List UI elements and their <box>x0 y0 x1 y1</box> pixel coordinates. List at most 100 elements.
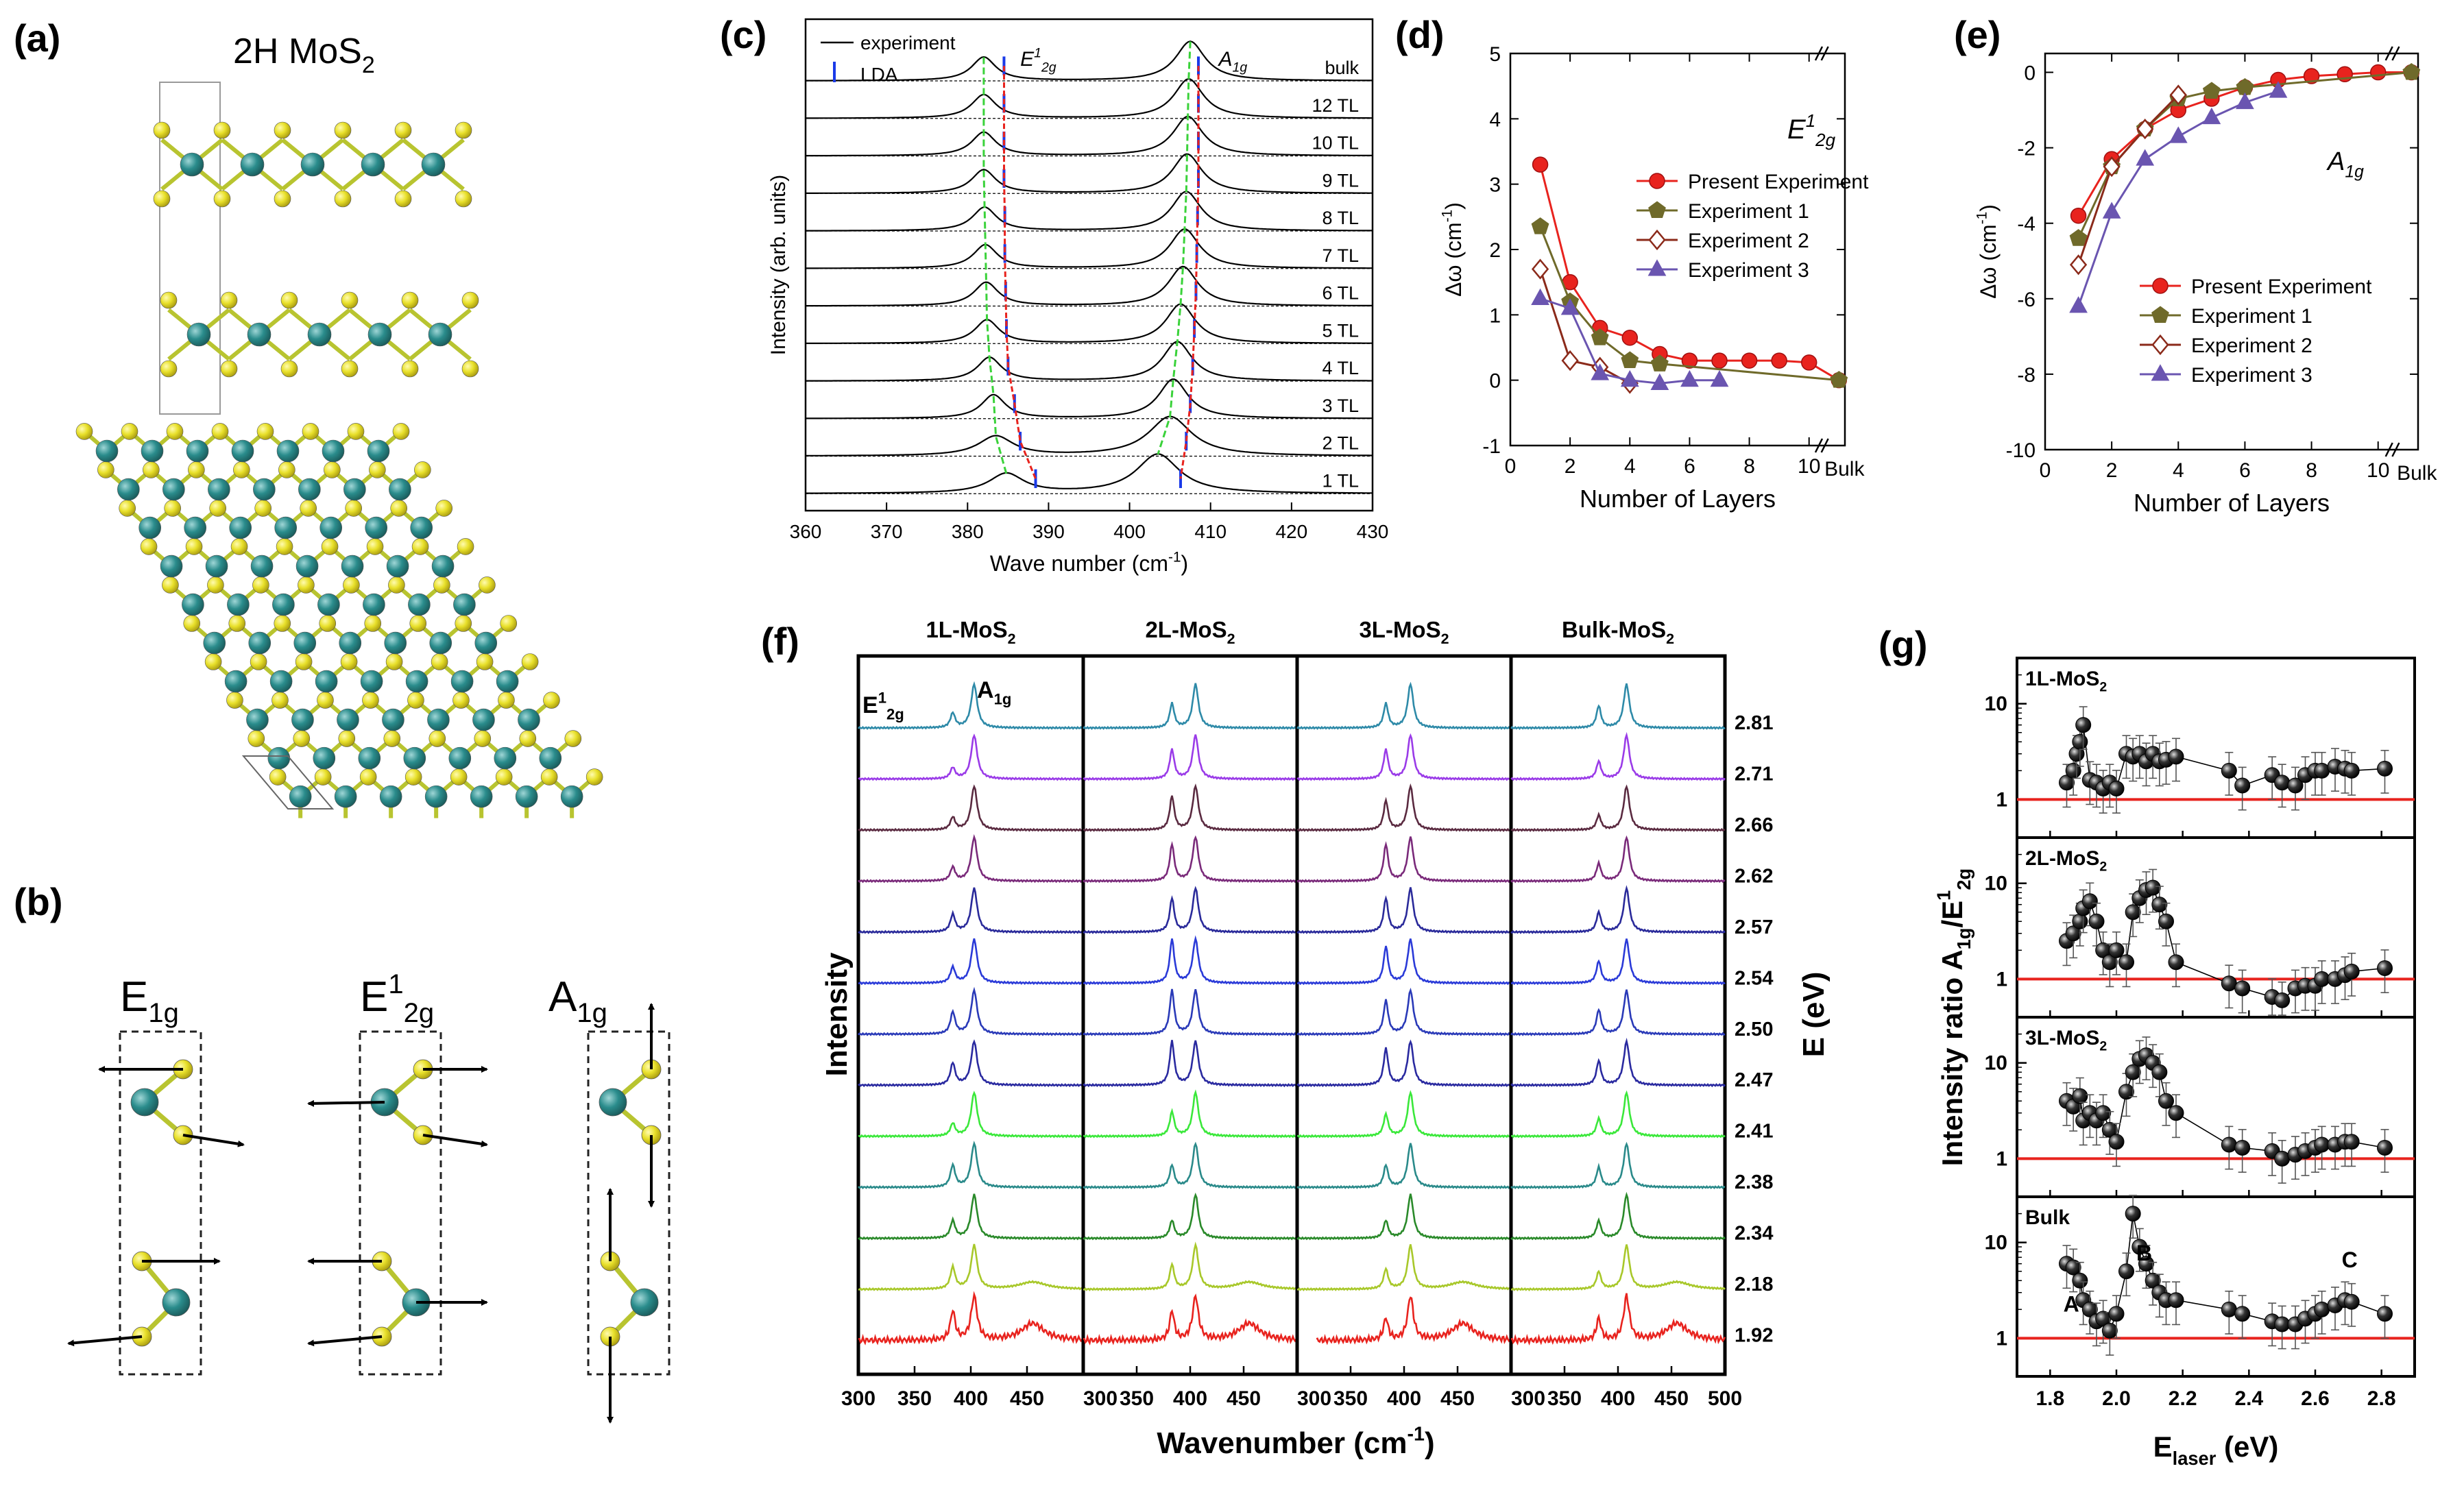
y-tick-label: 10 <box>1985 693 2007 716</box>
x-tick-label: 400 <box>954 1387 988 1410</box>
panel-e-plot: 0 2 4 6 8 10 Bulk -10 -8 -6 -4 -2 0 Number of Layers Δ… <box>1974 46 2437 517</box>
mo-atom <box>410 516 433 539</box>
s-atom <box>366 538 384 555</box>
data-point <box>2303 68 2320 84</box>
x-tick-label: 370 <box>871 521 903 542</box>
x-tick-label: 6 <box>1684 455 1695 478</box>
panel-title: A1g <box>2326 147 2364 182</box>
legend-marker <box>2151 306 2169 323</box>
peak-label-a1g: A1g <box>977 677 1011 708</box>
legend-label: Present Experiment <box>2191 276 2372 298</box>
legend-marker <box>1648 229 1666 251</box>
mo-atom <box>247 322 271 347</box>
s-atom <box>269 768 287 786</box>
spectrum-2.54 <box>1510 938 1726 986</box>
annotation-B: B <box>2136 1241 2152 1265</box>
s-atom <box>185 538 203 555</box>
x-tick-label: 350 <box>1333 1387 1368 1410</box>
s-atom <box>452 692 470 709</box>
data-point <box>1710 369 1729 387</box>
s-atom <box>162 576 179 594</box>
panel-c-frame <box>804 18 1374 512</box>
data-point <box>2072 1088 2088 1104</box>
s-atom <box>495 768 513 786</box>
displacement-arrow <box>67 1335 143 1347</box>
data-point <box>2065 1259 2081 1276</box>
mo-atom <box>313 746 336 770</box>
layer-label: 2 TL <box>1322 433 1359 454</box>
y-axis-label: Intensity <box>820 952 854 1076</box>
side-view-layer-1 <box>153 121 472 208</box>
mo-atom <box>250 555 274 578</box>
spectrum-2.71 <box>1296 733 1512 781</box>
mo-atom <box>315 670 338 693</box>
spectrum-1-TL <box>806 453 1373 494</box>
data-point <box>2072 1272 2088 1289</box>
spectrum-2.62 <box>1510 835 1726 884</box>
mo-atom <box>337 708 359 731</box>
x-tick-label: 10 <box>1798 455 1820 478</box>
mo-atom <box>382 708 404 731</box>
data-point <box>1650 354 1669 372</box>
data-point <box>2377 760 2393 777</box>
a1g-guide-exp <box>1157 41 1192 455</box>
energy-label: 2.71 <box>1735 763 1773 785</box>
panel-f-label: (f) <box>761 620 799 663</box>
data-point <box>2168 748 2184 765</box>
s-atom <box>543 692 560 709</box>
ePlot-frame <box>2044 52 2419 451</box>
s-atom <box>293 730 311 747</box>
energy-label: 2.62 <box>1735 865 1773 887</box>
series-line-2 <box>1539 269 1631 385</box>
s-atom <box>233 461 250 478</box>
mo-atom <box>291 708 314 731</box>
mode-e12g-label: E12g <box>360 969 434 1028</box>
x-tick-label: 400 <box>1601 1387 1635 1410</box>
energy-label: 2.41 <box>1735 1121 1773 1143</box>
mo-atom <box>300 152 325 177</box>
subpanel-frame <box>1295 654 1513 1376</box>
s-atom <box>121 423 138 440</box>
mo-atom <box>384 631 407 655</box>
s-atom <box>407 692 424 709</box>
s-atom <box>461 291 479 309</box>
s-atom <box>300 500 317 517</box>
data-point <box>2221 762 2237 779</box>
y-tick-label: 0 <box>1489 370 1501 393</box>
mo-atom <box>403 746 426 770</box>
data-point <box>2221 1136 2237 1153</box>
legend-marker <box>2152 278 2169 294</box>
mo-atom <box>386 555 409 578</box>
x-tick-label: 500 <box>1708 1387 1742 1410</box>
mode-cell-box <box>359 1030 442 1376</box>
data-point <box>2377 960 2393 976</box>
panel-e-a1g-shift: (e) 0 2 4 6 8 10 Bulk -10 -8 -6 -4 -2 0 Number of Lay… <box>1954 13 2437 517</box>
s-atom <box>295 653 313 670</box>
spectrum-2.38 <box>1510 1141 1726 1190</box>
data-point <box>2151 897 2168 913</box>
legend-marker <box>2151 334 2169 356</box>
mode-a1g-label: A1g <box>548 973 607 1028</box>
peak-label-a1g: A1g <box>1218 48 1248 75</box>
x-tick-label: 300 <box>1083 1387 1118 1410</box>
x-tick-label: 410 <box>1194 521 1227 542</box>
s-atom <box>341 360 359 378</box>
s-atom <box>226 692 243 709</box>
panel-a-label: (a) <box>14 16 60 60</box>
spectrum-2.18 <box>1511 1244 1726 1291</box>
x-tick-label: 300 <box>1511 1387 1545 1410</box>
s-atom <box>359 768 377 786</box>
s-atom <box>476 653 494 670</box>
energy-label: 2.66 <box>1735 814 1773 836</box>
s-atom <box>455 121 472 139</box>
s-atom <box>435 500 453 517</box>
mo-atom <box>515 785 538 808</box>
x-tick-label: 350 <box>897 1387 932 1410</box>
s-atom <box>334 190 352 208</box>
panel-c-raman-spectra-layers: (c) 360 370 380 390 400 410 420 430 Wave number … <box>720 13 1388 576</box>
mo-atom <box>138 516 161 539</box>
energy-label: 2.34 <box>1735 1223 1773 1245</box>
spectrum-6-TL <box>806 265 1373 307</box>
energy-label: 2.47 <box>1735 1069 1773 1091</box>
